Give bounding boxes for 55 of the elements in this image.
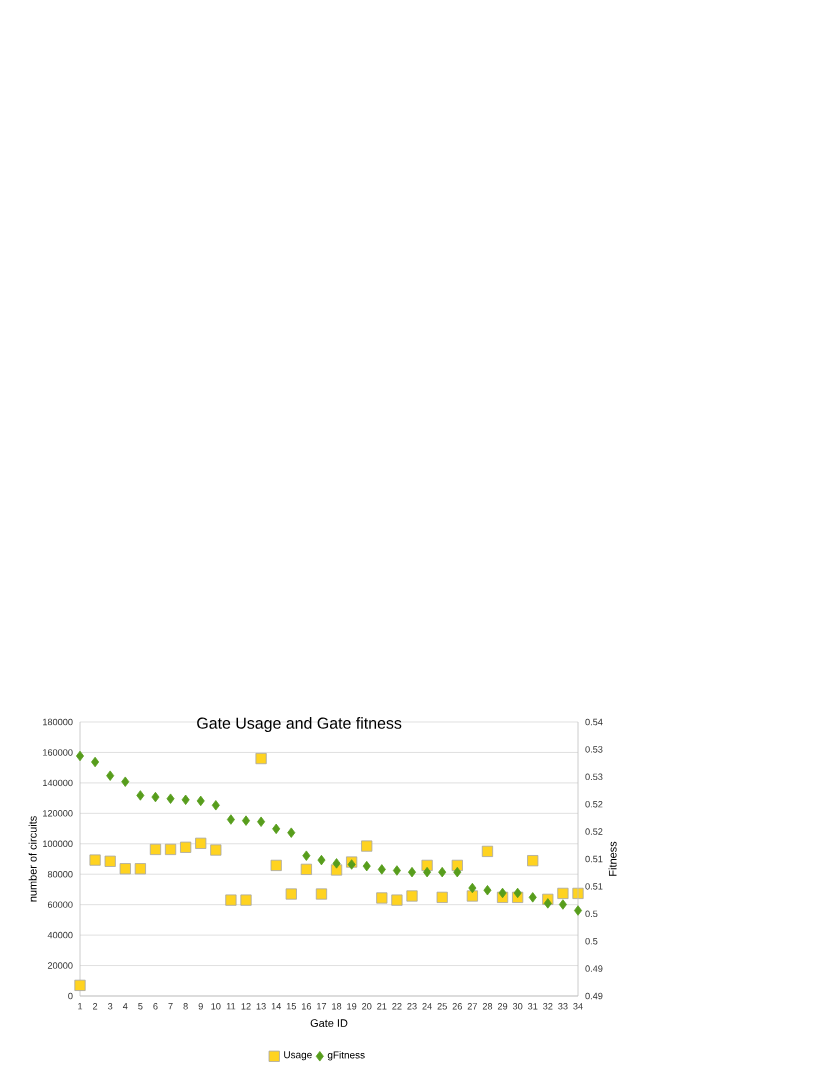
point (226, 814, 235, 825)
point (300, 863, 312, 875)
point (315, 888, 328, 900)
point (558, 899, 567, 910)
point (242, 815, 250, 826)
point (149, 843, 162, 856)
point (134, 863, 146, 875)
point (423, 866, 432, 878)
point (574, 905, 582, 916)
point (121, 776, 130, 787)
point (392, 865, 401, 876)
point (180, 841, 192, 853)
point (181, 794, 190, 806)
point (210, 844, 222, 856)
point (406, 890, 418, 902)
point (166, 793, 175, 804)
point (287, 827, 296, 838)
point (528, 892, 537, 903)
point (481, 845, 494, 857)
point (285, 888, 297, 900)
point (527, 855, 539, 867)
point (438, 866, 447, 878)
point (74, 979, 86, 991)
point (543, 898, 552, 909)
point (466, 890, 478, 902)
point (332, 858, 341, 869)
point (376, 892, 388, 904)
point (483, 885, 492, 896)
point (361, 840, 373, 852)
point (164, 843, 177, 856)
point (240, 894, 252, 906)
point (362, 860, 371, 872)
point (255, 752, 267, 765)
point (557, 887, 569, 899)
point (391, 894, 403, 906)
point (302, 850, 311, 861)
point (195, 837, 207, 849)
point (317, 854, 326, 866)
point (106, 770, 115, 781)
point (119, 863, 131, 875)
point (468, 882, 477, 894)
point (436, 891, 448, 903)
point (377, 864, 386, 875)
point (272, 823, 281, 835)
point (211, 800, 220, 811)
point (89, 854, 101, 866)
point (104, 855, 116, 867)
point (151, 791, 160, 803)
point (225, 894, 237, 906)
point (136, 790, 145, 801)
point (196, 795, 205, 807)
point (257, 816, 266, 827)
point (270, 859, 282, 871)
point (453, 866, 462, 878)
point (91, 756, 100, 768)
